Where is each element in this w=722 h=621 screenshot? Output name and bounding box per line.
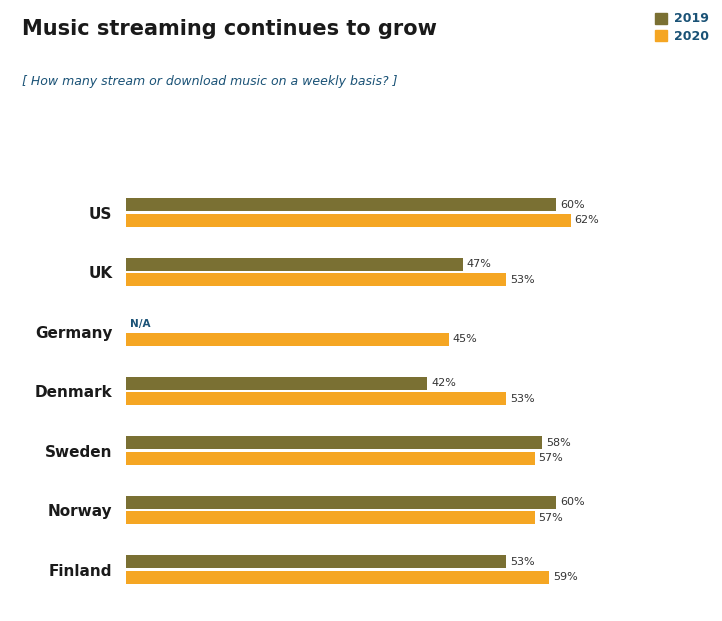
Bar xyxy=(126,571,549,584)
Text: Music streaming continues to grow: Music streaming continues to grow xyxy=(22,19,437,39)
Bar xyxy=(126,555,506,568)
Bar xyxy=(126,511,535,524)
Text: 58%: 58% xyxy=(546,438,570,448)
Bar xyxy=(126,496,557,509)
Text: 60%: 60% xyxy=(560,200,585,210)
Bar xyxy=(126,377,427,390)
Bar xyxy=(126,333,449,346)
Bar xyxy=(126,198,557,211)
Bar xyxy=(126,452,535,465)
Text: 60%: 60% xyxy=(560,497,585,507)
Bar xyxy=(126,214,571,227)
Text: 57%: 57% xyxy=(539,453,563,463)
Text: 53%: 53% xyxy=(510,275,534,285)
Text: 62%: 62% xyxy=(575,215,599,225)
Bar xyxy=(126,392,506,406)
Text: N/A: N/A xyxy=(130,319,150,329)
Text: 42%: 42% xyxy=(431,378,456,388)
Text: 53%: 53% xyxy=(510,557,534,567)
Text: 45%: 45% xyxy=(453,334,477,344)
Legend: 2019, 2020: 2019, 2020 xyxy=(655,12,708,43)
Text: [ How many stream or download music on a weekly basis? ]: [ How many stream or download music on a… xyxy=(22,75,397,88)
Text: 47%: 47% xyxy=(467,260,492,270)
Text: 57%: 57% xyxy=(539,513,563,523)
Text: 53%: 53% xyxy=(510,394,534,404)
Bar xyxy=(126,258,464,271)
Text: 59%: 59% xyxy=(553,573,578,582)
Bar xyxy=(126,273,506,286)
Bar xyxy=(126,437,542,450)
